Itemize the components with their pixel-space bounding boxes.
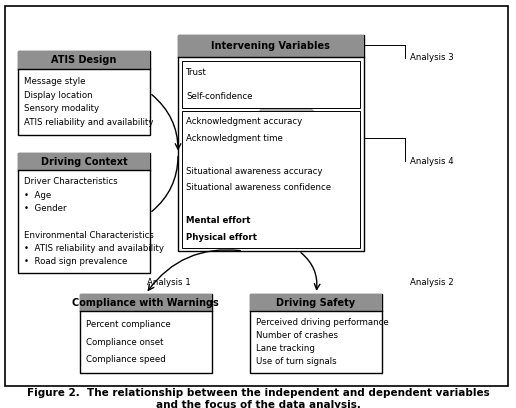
Text: Number of crashes: Number of crashes xyxy=(256,331,338,340)
FancyBboxPatch shape xyxy=(250,294,382,311)
Text: •  Age: • Age xyxy=(24,191,52,200)
Text: Acknowledgment accuracy: Acknowledgment accuracy xyxy=(186,117,302,126)
FancyBboxPatch shape xyxy=(18,153,150,171)
Text: •  Road sign prevalence: • Road sign prevalence xyxy=(24,257,127,266)
Text: •  ATIS reliability and availability: • ATIS reliability and availability xyxy=(24,244,164,253)
FancyBboxPatch shape xyxy=(18,51,150,135)
FancyBboxPatch shape xyxy=(182,111,360,248)
Text: Analysis 1: Analysis 1 xyxy=(147,278,191,287)
Text: Compliance speed: Compliance speed xyxy=(86,355,166,364)
Text: Percent compliance: Percent compliance xyxy=(86,320,171,329)
Text: Physical effort: Physical effort xyxy=(186,233,257,242)
FancyBboxPatch shape xyxy=(178,35,364,58)
Text: Compliance with Warnings: Compliance with Warnings xyxy=(72,297,219,308)
FancyBboxPatch shape xyxy=(80,294,212,373)
Text: Environmental Characteristics: Environmental Characteristics xyxy=(24,231,154,240)
FancyBboxPatch shape xyxy=(281,192,310,220)
Polygon shape xyxy=(240,153,258,169)
Text: Message style: Message style xyxy=(24,77,86,86)
Text: Display location: Display location xyxy=(24,91,93,100)
Text: Driver Characteristics: Driver Characteristics xyxy=(24,177,118,186)
Text: Intervening Variables: Intervening Variables xyxy=(212,41,330,51)
Text: Self-confidence: Self-confidence xyxy=(186,92,253,101)
Text: Use of turn signals: Use of turn signals xyxy=(256,357,337,366)
Text: Lane tracking: Lane tracking xyxy=(256,344,315,353)
FancyBboxPatch shape xyxy=(178,35,364,251)
FancyBboxPatch shape xyxy=(18,153,150,273)
Text: Figure 2.  The relationship between the independent and dependent variables
and : Figure 2. The relationship between the i… xyxy=(27,388,489,408)
FancyBboxPatch shape xyxy=(250,294,382,373)
Text: Analysis 3: Analysis 3 xyxy=(410,53,454,62)
FancyBboxPatch shape xyxy=(18,51,150,69)
FancyBboxPatch shape xyxy=(80,294,212,311)
Text: Acknowledgment time: Acknowledgment time xyxy=(186,134,283,143)
Text: •  Gender: • Gender xyxy=(24,204,67,213)
Text: Compliance onset: Compliance onset xyxy=(86,338,164,347)
Text: Driving Context: Driving Context xyxy=(41,157,127,167)
Text: Driving Safety: Driving Safety xyxy=(277,297,356,308)
Text: ATIS reliability and availability: ATIS reliability and availability xyxy=(24,118,154,127)
FancyBboxPatch shape xyxy=(182,61,360,108)
Text: ATIS Design: ATIS Design xyxy=(51,55,117,65)
Text: Mental effort: Mental effort xyxy=(186,216,251,225)
Text: Sensory modality: Sensory modality xyxy=(24,104,100,113)
Text: Situational awareness accuracy: Situational awareness accuracy xyxy=(186,167,323,176)
Text: Situational awareness confidence: Situational awareness confidence xyxy=(186,183,331,192)
Text: Analysis 2: Analysis 2 xyxy=(410,278,454,287)
Text: Analysis 4: Analysis 4 xyxy=(410,157,454,166)
Text: Trust: Trust xyxy=(186,68,207,77)
Text: Perceived driving performance: Perceived driving performance xyxy=(256,318,389,327)
Ellipse shape xyxy=(250,99,343,215)
